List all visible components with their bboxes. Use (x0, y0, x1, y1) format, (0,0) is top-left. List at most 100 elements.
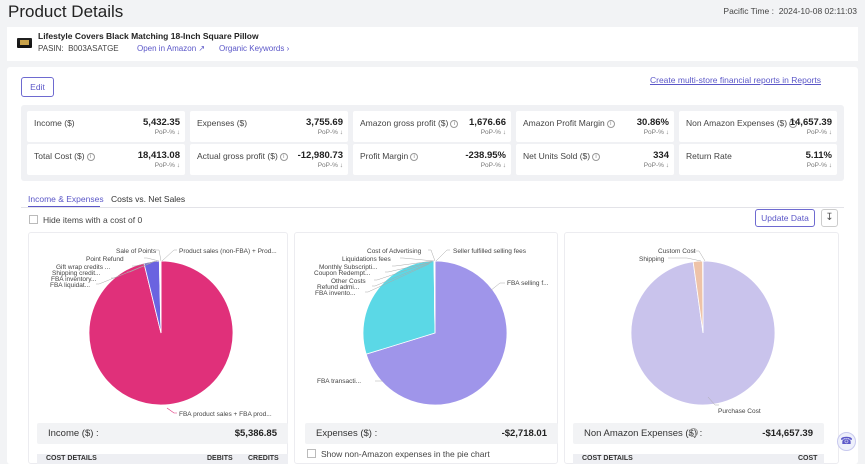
open-in-amazon-label: Open in Amazon (137, 44, 197, 53)
slice-label-gift-wrap: Gift wrap credits ... (56, 264, 110, 271)
slice-label-fba-product-sales: FBA product sales + FBA prod... (179, 411, 272, 418)
arrow-down-icon: ↓ (337, 129, 343, 136)
info-icon[interactable]: i (279, 152, 288, 161)
slice-label-custom-cost: Custom Cost (658, 248, 696, 255)
slice-label-fba-inventory: FBA inventory... (51, 276, 97, 283)
info-icon[interactable]: i (606, 119, 615, 128)
metric-label: Amazon gross profit ($) i (360, 118, 459, 128)
arrow-down-icon: ↓ (826, 129, 832, 136)
metric-pop-text: PoP-% (806, 162, 827, 169)
arrow-down-icon: ↓ (174, 162, 180, 169)
info-icon[interactable]: i (410, 152, 419, 161)
metric-label: Actual gross profit ($) i (197, 151, 288, 161)
metric-pop-text: PoP-% (806, 129, 827, 136)
income-pie-leader-lines (166, 407, 177, 414)
metrics-grid: Income ($) 5,432.35 PoP-% ↓ Expenses ($) 3,7… (21, 105, 844, 181)
pacific-time: Pacific Time : 2024-10-08 02:11:03 (723, 6, 857, 16)
metric-label-text: Actual gross profit ($) (197, 151, 278, 161)
metric-label: Return Rate (686, 151, 732, 161)
edit-button[interactable]: Edit (21, 77, 54, 97)
metric-label-text: Income ($) (34, 118, 75, 128)
metric-value: 3,755.69 (306, 117, 343, 128)
metric-pop: PoP-% ↓ (318, 162, 343, 169)
metric-card: Profit Margin i -238.95% PoP-% ↓ (353, 144, 511, 175)
metric-card: Amazon Profit Margin i 30.86% PoP-% ↓ (516, 111, 674, 142)
organic-keywords-link[interactable]: Organic Keywords › (219, 44, 289, 53)
tab-income-expenses[interactable]: Income & Expenses (28, 194, 104, 204)
nonamazon-pie-chart: Custom Cost Shipping Purchase Cost (630, 248, 776, 415)
info-icon[interactable]: i (86, 152, 95, 161)
slice-label-monthly-subscription: Monthly Subscripti... (319, 264, 378, 271)
col-credits: CREDITS (248, 455, 279, 462)
help-chat-icon[interactable]: ☎ (837, 432, 856, 451)
metric-card: Return Rate 5.11% PoP-% ↓ (679, 144, 837, 175)
product-bar: Lifestyle Covers Black Matching 18-Inch … (7, 27, 858, 61)
pie-slice[interactable] (365, 260, 508, 406)
metric-label: Amazon Profit Margin i (523, 118, 615, 128)
download-icon[interactable]: ↧ (821, 209, 838, 227)
info-icon[interactable]: i (789, 119, 798, 128)
metric-value: 18,413.08 (137, 150, 180, 161)
pasin-value: B003ASATGE (68, 44, 119, 53)
metric-label: Net Units Sold ($) i (523, 151, 601, 161)
metric-label-text: Total Cost ($) (34, 151, 85, 161)
expenses-summary: Expenses ($) : -$2,718.01 (305, 423, 558, 444)
metric-label-text: Net Units Sold ($) (523, 151, 591, 161)
income-pie-chart: Sale of Points Product sales (non-FBA) +… (50, 248, 277, 418)
slice-label-coupon-redemption: Coupon Redempt... (314, 270, 371, 277)
metric-value: -238.95% (465, 150, 506, 161)
metric-card: Income ($) 5,432.35 PoP-% ↓ (27, 111, 185, 142)
income-summary: Income ($) : $5,386.85 (37, 423, 288, 444)
reports-link[interactable]: Create multi-store financial reports in … (649, 75, 821, 85)
metric-value: 30.86% (636, 117, 669, 128)
nonamazon-summary-value: -$14,657.39 (762, 428, 813, 439)
product-name: Lifestyle Covers Black Matching 18-Inch … (38, 31, 259, 41)
slice-label-fba-liquidat: FBA liquidat... (50, 282, 90, 289)
slice-label-seller-fulfilled: Seller fulfilled selling fees (453, 248, 527, 255)
slice-label-product-sales-nonfba: Product sales (non-FBA) + Prod... (179, 248, 277, 255)
expenses-summary-value: -$2,718.01 (501, 428, 547, 439)
product-image (17, 38, 32, 48)
metric-label-text: Amazon gross profit ($) (360, 118, 449, 128)
metric-card: Actual gross profit ($) i -12,980.73 PoP-% … (190, 144, 348, 175)
tab-divider (21, 207, 844, 208)
metric-label: Income ($) (34, 118, 75, 128)
slice-label-point-refund: Point Refund (86, 256, 124, 263)
metric-value: 334 (653, 150, 669, 161)
arrow-down-icon: ↓ (826, 162, 832, 169)
slice-label-sale-of-points: Sale of Points (116, 248, 157, 255)
slice-label-shipping-credit: Shipping credit... (52, 270, 101, 277)
expenses-summary-label: Expenses ($) : (316, 428, 378, 439)
arrow-down-icon: ↓ (663, 129, 669, 136)
metric-card: Total Cost ($) i 18,413.08 PoP-% ↓ (27, 144, 185, 175)
info-icon[interactable]: i (592, 152, 601, 161)
expenses-panel: Cost of Advertising Seller fulfilled sel… (294, 232, 558, 464)
arrow-down-icon: ↓ (500, 162, 506, 169)
chevron-right-icon: › (286, 44, 290, 53)
metric-value: 1,676.66 (469, 117, 506, 128)
open-in-amazon-link[interactable]: Open in Amazon ↗ (137, 44, 205, 53)
info-icon[interactable]: i (450, 119, 459, 128)
metric-pop: PoP-% ↓ (644, 162, 669, 169)
metric-label: Non Amazon Expenses ($) i (686, 118, 798, 128)
metric-label: Expenses ($) (197, 118, 247, 128)
col-cost-details-2: COST DETAILS (582, 455, 633, 462)
update-data-button[interactable]: Update Data (755, 209, 815, 227)
metric-label: Profit Margin i (360, 151, 419, 161)
nonamazon-table-header: COST DETAILS COST (573, 454, 824, 464)
show-nonamazon-checkbox[interactable] (307, 449, 316, 458)
metric-label-text: Expenses ($) (197, 118, 248, 128)
hide-items-checkbox[interactable] (29, 215, 38, 224)
metric-pop: PoP-% ↓ (807, 162, 832, 169)
page-title: Product Details (8, 2, 124, 21)
metric-value: 14,657.39 (789, 117, 832, 128)
metric-value: 5,432.35 (143, 117, 180, 128)
slice-label-fba-inventory-exp: FBA invento... (315, 290, 356, 297)
expenses-pie-chart: Cost of Advertising Seller fulfilled sel… (314, 248, 549, 406)
metric-value: -12,980.73 (297, 150, 343, 161)
metric-pop: PoP-% ↓ (807, 129, 832, 136)
slice-label-purchase-cost: Purchase Cost (718, 408, 761, 415)
info-icon[interactable] (689, 428, 698, 437)
nonamazon-summary: Non Amazon Expenses ($) : -$14,657.39 (573, 423, 824, 444)
tab-costs-vs-net-sales[interactable]: Costs vs. Net Sales (111, 194, 186, 204)
